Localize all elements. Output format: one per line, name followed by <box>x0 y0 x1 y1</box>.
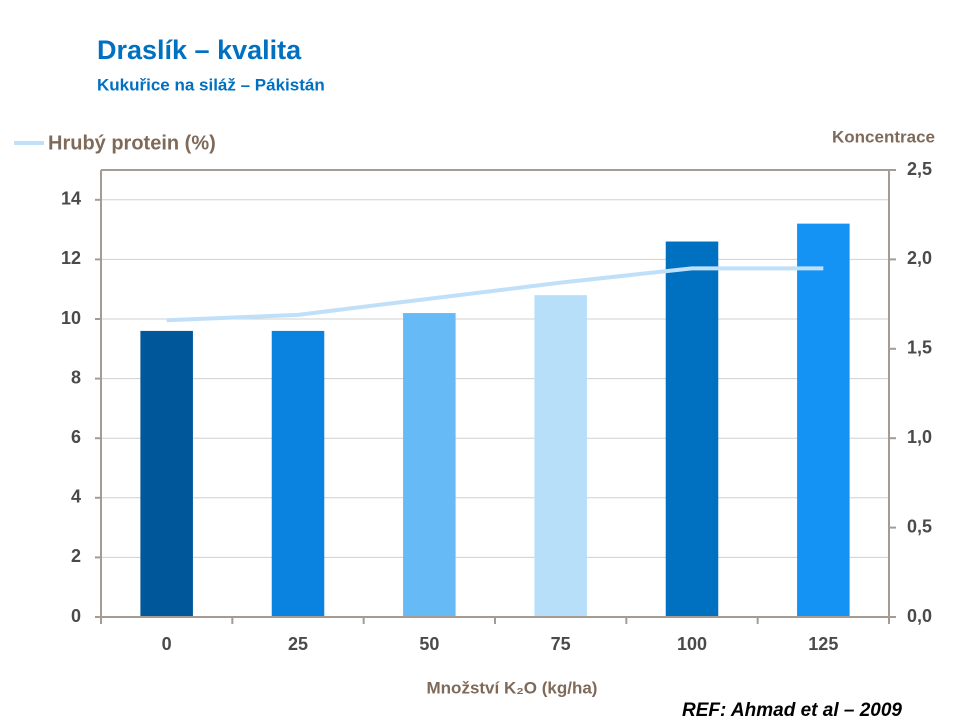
bar <box>140 330 193 617</box>
x-tick-label: 100 <box>677 634 707 654</box>
chart-title: Draslík – kvalita <box>97 35 302 65</box>
y-tick-label: 12 <box>61 248 81 268</box>
y-tick-label: 6 <box>71 427 81 447</box>
bar <box>403 313 456 617</box>
y-tick-label: 2 <box>71 546 81 566</box>
y-tick-label: 8 <box>71 367 81 387</box>
y2-axis-label: Koncentrace <box>832 127 935 146</box>
x-tick-label: 0 <box>162 634 172 654</box>
x-tick-label: 25 <box>288 634 308 654</box>
y2-tick-label: 1,5 <box>907 338 932 358</box>
line-series <box>166 266 824 323</box>
bar <box>534 295 587 617</box>
chart-subtitle: Kukuřice na siláž – Pákistán <box>97 75 325 94</box>
x-axis-label: Množství K₂O (kg/ha) <box>427 678 598 697</box>
legend-label: Hrubý protein (%) <box>48 132 216 154</box>
x-tick-label: 75 <box>551 634 571 654</box>
bar <box>797 223 850 617</box>
bar <box>271 330 325 617</box>
y2-tick-label: 2,5 <box>907 159 932 179</box>
y-tick-label: 14 <box>61 189 81 209</box>
y2-tick-label: 1,0 <box>907 427 932 447</box>
x-tick-label: 125 <box>808 634 838 654</box>
y2-tick-label: 2,0 <box>907 248 932 268</box>
y-tick-label: 0 <box>71 606 81 626</box>
y-tick-label: 10 <box>61 308 81 328</box>
y-tick-label: 4 <box>71 487 81 507</box>
y2-tick-label: 0,0 <box>907 606 932 626</box>
x-tick-label: 50 <box>419 634 439 654</box>
annotation: REF: Ahmad et al – 2009 <box>682 700 902 720</box>
bar <box>665 241 719 617</box>
y2-tick-label: 0,5 <box>907 516 932 536</box>
